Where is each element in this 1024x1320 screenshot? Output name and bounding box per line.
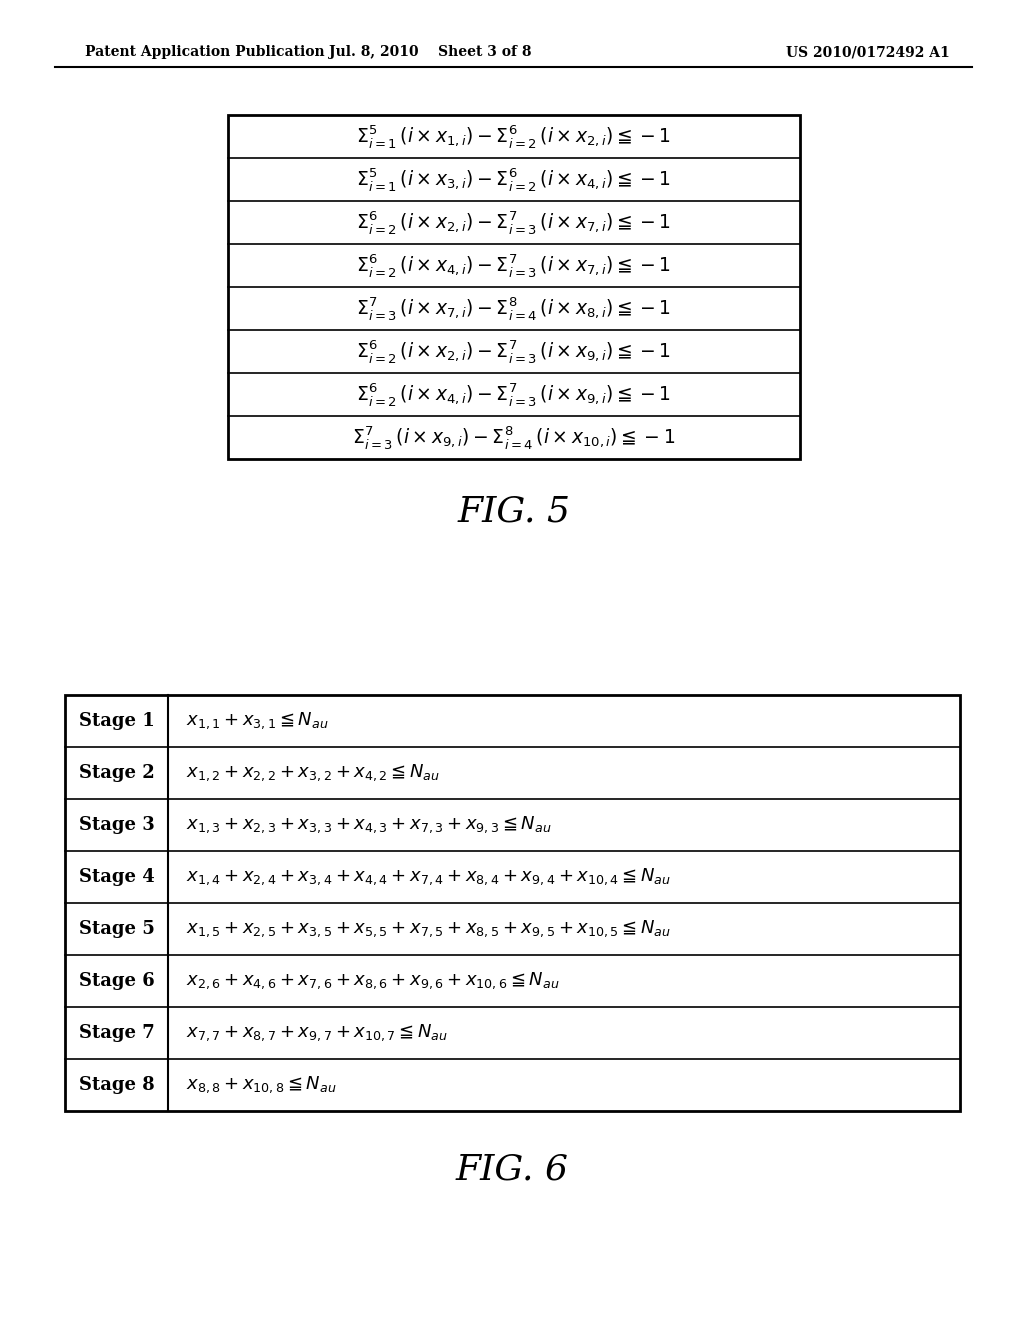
- Text: Stage 4: Stage 4: [79, 869, 155, 886]
- Text: Stage 3: Stage 3: [79, 816, 155, 834]
- Text: $x_{8,8}+x_{10,8}\leqq N_{au}$: $x_{8,8}+x_{10,8}\leqq N_{au}$: [186, 1074, 337, 1096]
- Text: $x_{1,5}+x_{2,5}+x_{3,5}+x_{5,5}+x_{7,5}+x_{8,5}+x_{9,5}+x_{10,5}\leqq N_{au}$: $x_{1,5}+x_{2,5}+x_{3,5}+x_{5,5}+x_{7,5}…: [186, 919, 671, 940]
- Text: $\Sigma_{i=2}^{6}\,(i\times x_{2,i})-\Sigma_{i=3}^{7}\,(i\times x_{7,i})\leqq -1: $\Sigma_{i=2}^{6}\,(i\times x_{2,i})-\Si…: [356, 209, 672, 236]
- Text: $\Sigma_{i=3}^{7}\,(i\times x_{7,i})-\Sigma_{i=4}^{8}\,(i\times x_{8,i})\leqq -1: $\Sigma_{i=3}^{7}\,(i\times x_{7,i})-\Si…: [356, 294, 672, 322]
- Text: Stage 6: Stage 6: [79, 972, 155, 990]
- Text: $\Sigma_{i=2}^{6}\,(i\times x_{4,i})-\Sigma_{i=3}^{7}\,(i\times x_{9,i})\leqq -1: $\Sigma_{i=2}^{6}\,(i\times x_{4,i})-\Si…: [356, 381, 672, 408]
- Text: $\Sigma_{i=1}^{5}\,(i\times x_{1,i})-\Sigma_{i=2}^{6}\,(i\times x_{2,i})\leqq -1: $\Sigma_{i=1}^{5}\,(i\times x_{1,i})-\Si…: [356, 123, 672, 150]
- Text: $\Sigma_{i=2}^{6}\,(i\times x_{4,i})-\Sigma_{i=3}^{7}\,(i\times x_{7,i})\leqq -1: $\Sigma_{i=2}^{6}\,(i\times x_{4,i})-\Si…: [356, 252, 672, 279]
- Text: $x_{1,3}+x_{2,3}+x_{3,3}+x_{4,3}+x_{7,3}+x_{9,3}\leqq N_{au}$: $x_{1,3}+x_{2,3}+x_{3,3}+x_{4,3}+x_{7,3}…: [186, 814, 552, 836]
- Text: US 2010/0172492 A1: US 2010/0172492 A1: [786, 45, 950, 59]
- Text: $x_{1,4}+x_{2,4}+x_{3,4}+x_{4,4}+x_{7,4}+x_{8,4}+x_{9,4}+x_{10,4}\leqq N_{au}$: $x_{1,4}+x_{2,4}+x_{3,4}+x_{4,4}+x_{7,4}…: [186, 867, 671, 887]
- Text: Stage 8: Stage 8: [79, 1076, 155, 1094]
- Text: $\Sigma_{i=2}^{6}\,(i\times x_{2,i})-\Sigma_{i=3}^{7}\,(i\times x_{9,i})\leqq -1: $\Sigma_{i=2}^{6}\,(i\times x_{2,i})-\Si…: [356, 338, 672, 366]
- Text: Patent Application Publication: Patent Application Publication: [85, 45, 325, 59]
- Text: $\Sigma_{i=1}^{5}\,(i\times x_{3,i})-\Sigma_{i=2}^{6}\,(i\times x_{4,i})\leqq -1: $\Sigma_{i=1}^{5}\,(i\times x_{3,i})-\Si…: [356, 166, 672, 193]
- Text: Jul. 8, 2010    Sheet 3 of 8: Jul. 8, 2010 Sheet 3 of 8: [329, 45, 531, 59]
- Text: Stage 2: Stage 2: [79, 764, 155, 781]
- Text: Stage 7: Stage 7: [79, 1024, 155, 1041]
- Text: Stage 5: Stage 5: [79, 920, 155, 939]
- Text: $x_{1,2}+x_{2,2}+x_{3,2}+x_{4,2}\leqq N_{au}$: $x_{1,2}+x_{2,2}+x_{3,2}+x_{4,2}\leqq N_…: [186, 763, 440, 783]
- Text: $\Sigma_{i=3}^{7}\,(i\times x_{9,i})-\Sigma_{i=4}^{8}\,(i\times x_{10,i})\leqq -: $\Sigma_{i=3}^{7}\,(i\times x_{9,i})-\Si…: [352, 424, 676, 451]
- Text: FIG. 5: FIG. 5: [458, 494, 570, 528]
- Bar: [65, 696, 961, 1111]
- Text: Stage 1: Stage 1: [79, 711, 155, 730]
- Text: $x_{7,7}+x_{8,7}+x_{9,7}+x_{10,7}\leqq N_{au}$: $x_{7,7}+x_{8,7}+x_{9,7}+x_{10,7}\leqq N…: [186, 1023, 449, 1043]
- Text: $x_{2,6}+x_{4,6}+x_{7,6}+x_{8,6}+x_{9,6}+x_{10,6}\leqq N_{au}$: $x_{2,6}+x_{4,6}+x_{7,6}+x_{8,6}+x_{9,6}…: [186, 970, 559, 991]
- Bar: [228, 115, 800, 459]
- Text: FIG. 6: FIG. 6: [456, 1152, 569, 1185]
- Text: $x_{1,1}+x_{3,1}\leqq N_{au}$: $x_{1,1}+x_{3,1}\leqq N_{au}$: [186, 710, 329, 731]
